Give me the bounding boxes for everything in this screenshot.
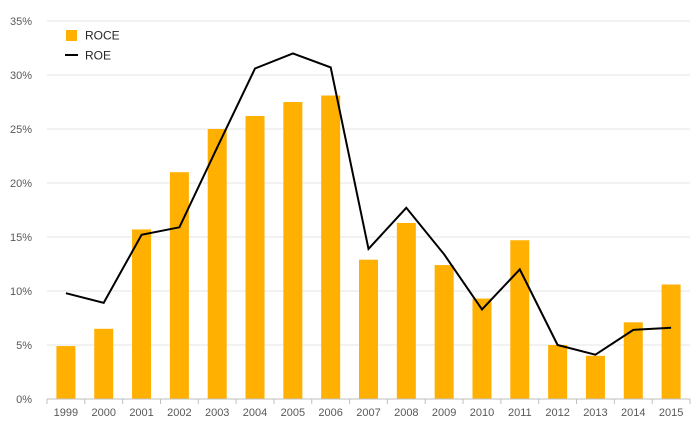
x-tick-label: 1999 <box>54 407 78 419</box>
roce-bar <box>510 240 530 399</box>
y-tick-label: 5% <box>16 340 32 352</box>
roce-bar <box>623 322 643 399</box>
roce-bar <box>434 265 454 399</box>
x-tick-label: 2008 <box>394 407 418 419</box>
x-tick-label: 2011 <box>508 407 532 419</box>
x-tick-label: 2012 <box>545 407 569 419</box>
y-tick-label: 30% <box>10 70 32 82</box>
y-tick-label: 0% <box>16 394 32 406</box>
x-tick-label: 2006 <box>318 407 342 419</box>
grid <box>47 20 690 346</box>
x-tick-label: 2009 <box>432 407 456 419</box>
x-tick-label: 2004 <box>243 407 267 419</box>
y-axis: 0% 5% 10% 15% 20% 25% 30% 35% <box>10 16 32 406</box>
x-tick-label: 2015 <box>659 407 683 419</box>
y-tick-label: 15% <box>10 232 32 244</box>
roce-bar <box>472 298 492 399</box>
y-tick-label: 20% <box>10 178 32 190</box>
roce-bar <box>321 95 341 400</box>
x-tick-label: 2001 <box>129 407 153 419</box>
x-tick-label: 2014 <box>621 407 645 419</box>
roce-bar <box>396 222 416 399</box>
x-tick-label: 2010 <box>470 407 494 419</box>
legend-label-roe: ROE <box>85 49 111 63</box>
legend-swatch-roce <box>66 30 77 41</box>
roce-bar <box>585 355 605 399</box>
x-axis: 1999 2000 2001 2002 2003 2004 2005 2006 2007 2008… <box>46 398 691 419</box>
x-tick-label: 2013 <box>583 407 607 419</box>
y-tick-label: 25% <box>10 124 32 136</box>
roce-bar <box>283 102 303 399</box>
x-tick-label: 2005 <box>281 407 305 419</box>
legend-label-roce: ROCE <box>85 29 120 43</box>
roce-bar <box>245 116 265 399</box>
roce-bar <box>94 328 114 399</box>
roe-polyline <box>65 52 672 356</box>
x-tick-label: 2000 <box>91 407 115 419</box>
x-tick-label: 2007 <box>356 407 380 419</box>
roce-bar <box>359 259 378 399</box>
x-tick-label: 2002 <box>167 407 191 419</box>
x-tick-label: 2003 <box>205 407 229 419</box>
roce-bar <box>548 345 568 399</box>
legend: ROCE ROE <box>65 29 120 63</box>
y-tick-label: 35% <box>10 16 32 28</box>
roce-bar <box>661 284 681 399</box>
roce-bar <box>207 129 227 399</box>
roce-bar <box>169 172 189 399</box>
y-tick-label: 10% <box>10 286 32 298</box>
roe-line <box>65 52 672 356</box>
roce-bar <box>132 229 152 399</box>
roce-bar <box>56 346 76 399</box>
